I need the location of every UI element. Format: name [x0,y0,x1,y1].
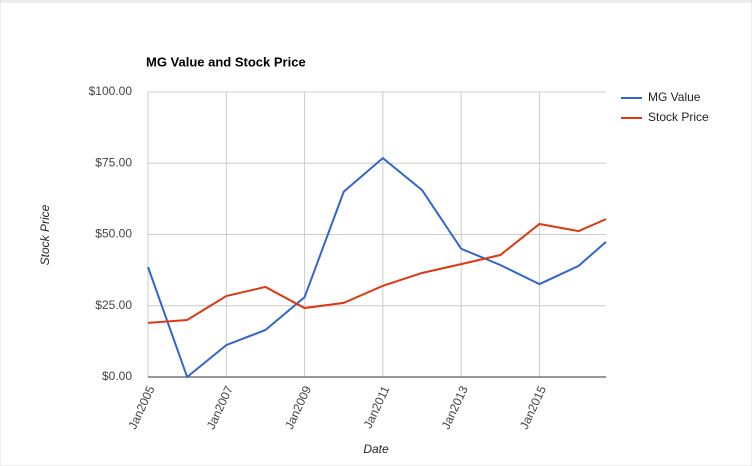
legend-label: Stock Price [648,110,709,124]
chart-title: MG Value and Stock Price [146,54,306,69]
series-line [147,156,607,379]
y-tick-label: $75.00 [95,155,132,169]
legend-label: MG Value [648,90,701,104]
y-tick-label: $100.00 [89,84,133,98]
y-tick-label: $25.00 [95,298,132,312]
y-tick-label: $0.00 [102,369,132,383]
x-axis-title: Date [363,442,389,456]
y-axis-title: Stock Price [38,204,52,265]
y-tick-label: $50.00 [95,227,132,241]
series-line [147,218,607,324]
